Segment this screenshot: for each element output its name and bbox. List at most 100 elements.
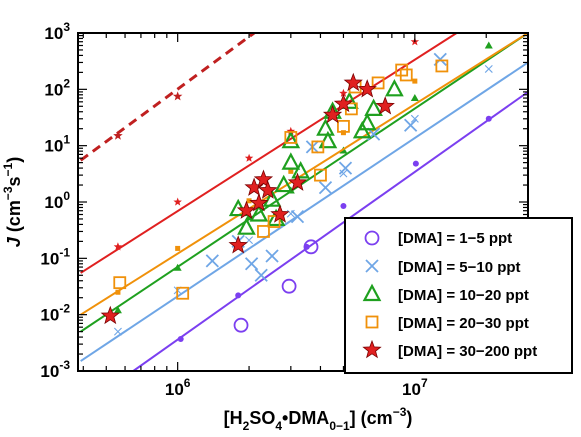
data-point-series-4	[311, 140, 325, 154]
model-point-series-3	[410, 94, 419, 102]
model-point-series-2	[113, 327, 122, 336]
data-point-series-5	[258, 180, 278, 199]
model-line-series-4	[80, 33, 528, 316]
model-point-series-2	[410, 114, 419, 123]
y-tick-label: 10-3	[40, 358, 70, 381]
data-point-series-3	[357, 112, 377, 131]
data-point-series-3	[385, 79, 404, 97]
data-point-series-2	[244, 257, 259, 271]
legend-symbols	[362, 230, 382, 359]
data-point-series-3	[262, 189, 282, 207]
legend-label-20-30-ppt: [DMA] = 20−30 ppt	[398, 315, 529, 332]
model-point-series-3	[113, 306, 122, 314]
data-point-series-2-stroke	[244, 257, 259, 271]
data-point-series-5	[249, 193, 269, 212]
model-point-series-3	[173, 263, 182, 271]
data-point-series-3	[237, 217, 256, 235]
data-point-series-5	[333, 93, 354, 113]
data-point-series-4	[337, 119, 350, 133]
model-point-series-2	[339, 169, 348, 178]
model-point-series-2-stroke	[410, 114, 419, 123]
data-point-series-2-stroke	[338, 161, 353, 175]
model-line-series-1	[132, 91, 528, 371]
model-point-series-1	[340, 202, 347, 209]
data-point-series-1	[281, 278, 297, 294]
data-point-series-4	[267, 215, 281, 228]
legend-symbol-series-3	[362, 283, 382, 302]
data-point-series-3	[316, 118, 335, 136]
y-tick-label: 10-1	[40, 245, 70, 268]
data-point-series-3	[274, 174, 294, 193]
legend-label-1-5-ppt: [DMA] = 1−5 ppt	[398, 230, 512, 247]
data-point-series-4	[435, 59, 449, 73]
data-point-series-3	[364, 98, 383, 116]
data-point-series-4	[314, 168, 327, 182]
data-point-series-3	[249, 204, 269, 222]
x-tick-label: 106	[165, 376, 191, 399]
data-point-series-4	[399, 68, 413, 82]
data-point-series-5	[375, 96, 395, 115]
model-line-series-2	[80, 61, 528, 362]
legend-symbol-series-2-stroke	[365, 259, 379, 273]
data-point-series-1	[303, 239, 319, 255]
y-tick-label: 103	[44, 20, 70, 43]
data-point-series-1	[233, 317, 249, 333]
model-point-series-2	[484, 64, 493, 73]
data-point-series-2	[403, 118, 418, 132]
plot-data-layer	[79, 33, 528, 371]
data-point-series-3	[318, 130, 338, 149]
data-point-series-2	[318, 180, 333, 195]
y-tick-label: 10-2	[40, 302, 70, 325]
y-axis-label: J (cm−3s−1)	[1, 157, 24, 247]
data-point-series-2-stroke	[265, 249, 279, 263]
legend-label-5-10-ppt: [DMA] = 5−10 ppt	[398, 259, 521, 276]
model-point-series-4	[175, 245, 181, 251]
data-point-series-3	[291, 161, 310, 179]
x-axis-label: [H2SO4•DMA0−1] (cm−3)	[224, 405, 413, 433]
model-point-series-1	[412, 160, 419, 167]
data-point-series-4	[113, 276, 127, 290]
data-point-series-5	[270, 204, 290, 223]
data-point-series-5	[322, 104, 343, 124]
model-point-series-1	[177, 335, 184, 342]
y-tick-label: 102	[44, 76, 70, 99]
data-point-series-5	[343, 72, 363, 92]
data-point-series-4	[371, 76, 385, 90]
data-point-series-3	[281, 152, 301, 170]
legend-symbol-series-5	[362, 339, 382, 359]
dashed-model-line	[79, 33, 255, 162]
model-point-series-5	[339, 88, 348, 97]
data-point-series-2	[254, 268, 268, 282]
data-point-series-2-stroke	[290, 209, 305, 224]
legend-symbol-series-4	[365, 315, 379, 329]
data-point-series-4	[257, 225, 270, 238]
data-point-series-2-stroke	[318, 180, 333, 195]
model-point-series-2-stroke	[113, 327, 122, 336]
data-point-series-2-stroke	[403, 118, 418, 132]
model-point-series-4	[115, 289, 121, 295]
legend-symbol-series-1	[364, 230, 380, 246]
model-point-series-1	[235, 292, 242, 299]
legend-box	[344, 217, 573, 374]
data-point-series-5	[287, 172, 308, 191]
legend: [DMA] = 1−5 ppt [DMA] = 5−10 ppt [DMA] =…	[344, 217, 573, 374]
model-line-series-5	[80, 33, 458, 274]
data-point-series-3	[281, 130, 301, 149]
data-point-series-2	[205, 254, 219, 268]
model-point-series-4	[288, 168, 294, 174]
data-point-series-2-stroke	[205, 254, 219, 268]
data-point-series-2	[290, 209, 305, 224]
data-point-series-5	[357, 79, 377, 98]
axis-ticks: 106 107 10-3 10-2 10-1 100 101 102 103	[40, 20, 529, 399]
data-point-series-2	[265, 249, 279, 263]
model-point-series-4	[412, 78, 418, 84]
dashed-model-point	[172, 91, 183, 101]
y-tick-label: 100	[44, 189, 70, 212]
data-point-series-5	[100, 305, 120, 325]
x-tick-label: 107	[402, 376, 428, 399]
data-point-series-4	[176, 286, 190, 300]
model-point-series-5	[113, 242, 123, 251]
model-point-series-2-stroke	[339, 169, 348, 178]
model-point-series-1	[485, 115, 492, 122]
model-point-series-5	[173, 197, 182, 206]
